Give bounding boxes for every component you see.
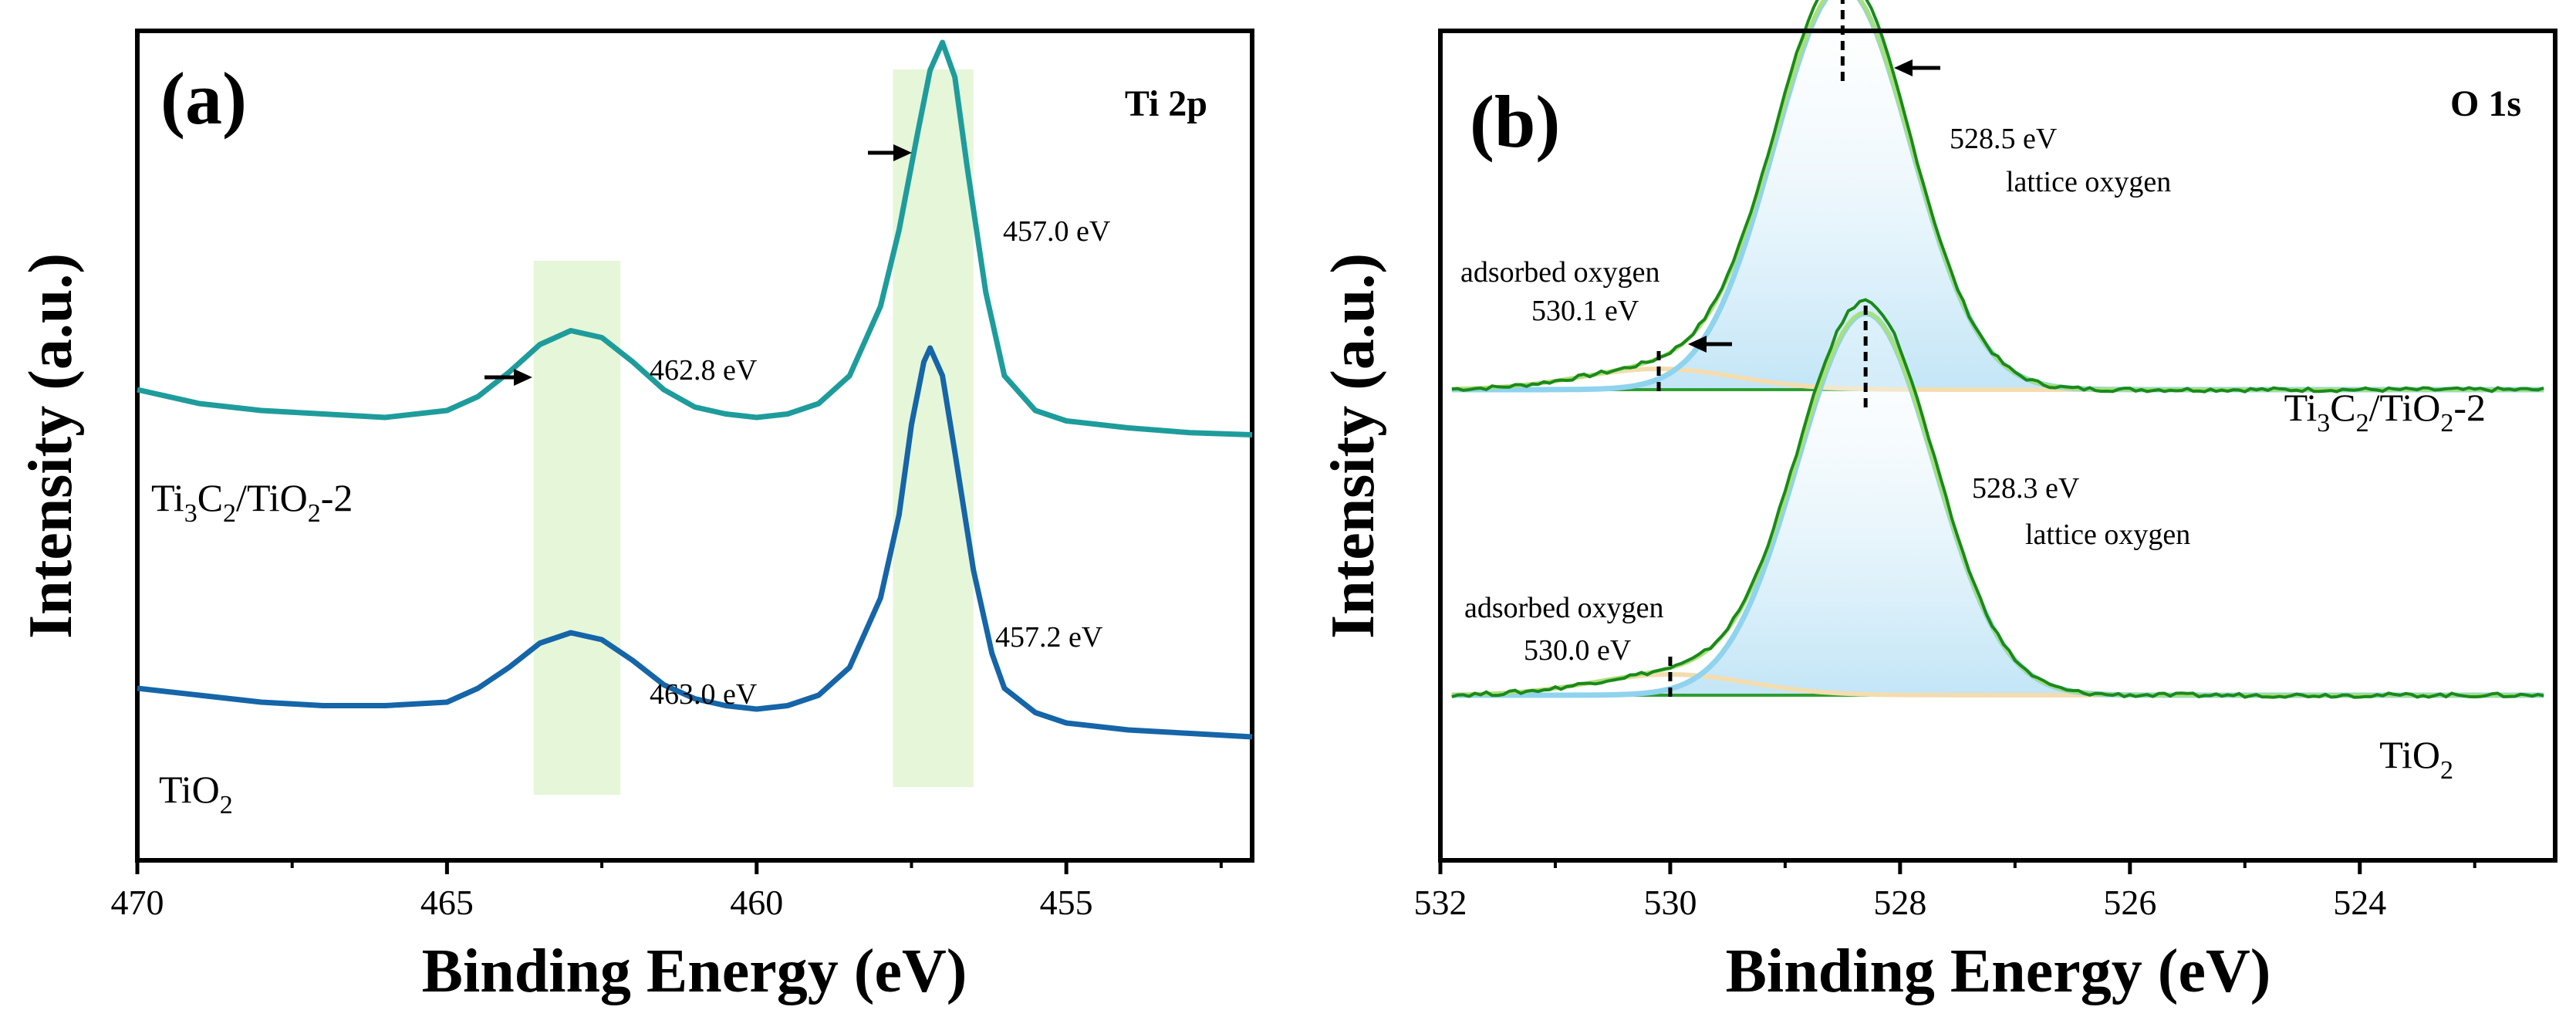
highlight-band-2 xyxy=(893,69,974,787)
adsorbed-label-b-2: adsorbed oxygen xyxy=(1464,592,1664,624)
shift-arrow-b-2 xyxy=(1688,336,1732,353)
lattice-fit-1 xyxy=(1451,0,2544,393)
shift-arrow-a-1 xyxy=(484,369,532,386)
panel-label-a: (a) xyxy=(160,57,247,140)
adsorbed-energy-label-b-2: 530.0 eV xyxy=(1524,634,1632,667)
plot-frame-b xyxy=(1438,29,2557,863)
x-tick-label-b-4: 524 xyxy=(2333,883,2386,922)
sample-label-b-1: Ti3C2/TiO2-2 xyxy=(2284,386,2486,437)
series-line-1 xyxy=(137,39,1253,437)
x-tick-label-a-0: 470 xyxy=(111,883,164,922)
envelope-fit-1 xyxy=(1451,0,2544,392)
region-title-a: Ti 2p xyxy=(1125,83,1207,124)
x-tick-label-b-1: 530 xyxy=(1643,883,1697,922)
shift-arrow-b-1 xyxy=(1894,59,1940,76)
peak-label-a-2: 457.0 eV xyxy=(1003,215,1111,248)
x-tick-label-a-3: 455 xyxy=(1040,883,1093,922)
sample-label-a-2: TiO2 xyxy=(159,768,233,819)
x-tick-label-b-3: 526 xyxy=(2103,883,2156,922)
x-tick-label-a-1: 465 xyxy=(420,883,474,922)
spectra-b xyxy=(1451,0,2544,699)
plot-frame-a xyxy=(135,29,1254,863)
peak-label-a-1: 462.8 eV xyxy=(650,354,758,387)
highlight-band-1 xyxy=(533,261,621,795)
sample-label-a-1: Ti3C2/TiO2-2 xyxy=(151,476,353,528)
x-axis-ticks-b: 532 530 528 526 524 xyxy=(1414,860,2476,922)
raw-spectrum-1 xyxy=(1451,0,2544,394)
lattice-energy-label-b-1: 528.5 eV xyxy=(1950,123,2058,155)
x-axis-ticks-a: 470 465 460 455 xyxy=(111,860,1223,922)
adsorbed-label-b-1: adsorbed oxygen xyxy=(1460,256,1660,289)
region-title-b: O 1s xyxy=(2450,83,2521,124)
panel-a-chart: 470 465 460 455 (a) Ti 2p 462.8 eV 457.0 eV… xyxy=(17,29,1254,1005)
x-tick-label-b-0: 532 xyxy=(1414,883,1467,922)
lattice-label-b-2: lattice oxygen xyxy=(2025,519,2190,551)
raw-spectrum-2 xyxy=(1451,298,2544,699)
x-axis-title-a: Binding Energy (eV) xyxy=(422,937,967,1005)
peak-label-a-3: 463.0 eV xyxy=(650,678,758,711)
peak-markers-b xyxy=(1656,0,1940,703)
lattice-energy-label-b-2: 528.3 eV xyxy=(1972,472,2080,505)
y-axis-title-a: Intensity (a.u.) xyxy=(17,253,85,639)
x-tick-label-a-2: 460 xyxy=(730,883,783,922)
panel-b-chart: 532 530 528 526 524 (b) O 1s 528.5 eV lattic… xyxy=(1319,0,2557,1005)
lattice-label-b-1: lattice oxygen xyxy=(2006,166,2171,198)
spectra-a xyxy=(137,39,1253,740)
peak-label-a-4: 457.2 eV xyxy=(995,621,1103,654)
series-line-2 xyxy=(137,345,1253,740)
x-axis-title-b: Binding Energy (eV) xyxy=(1726,937,2271,1005)
y-axis-title-b: Intensity (a.u.) xyxy=(1319,253,1387,639)
shift-arrow-a-2 xyxy=(868,144,912,161)
lattice-fill-1 xyxy=(1451,0,2544,390)
adsorbed-energy-label-b-1: 530.1 eV xyxy=(1531,295,1639,327)
sample-label-b-2: TiO2 xyxy=(2379,733,2453,785)
shift-arrows-a xyxy=(484,144,912,386)
x-tick-label-b-2: 528 xyxy=(1873,883,1926,922)
panel-label-b: (b) xyxy=(1470,80,1560,163)
